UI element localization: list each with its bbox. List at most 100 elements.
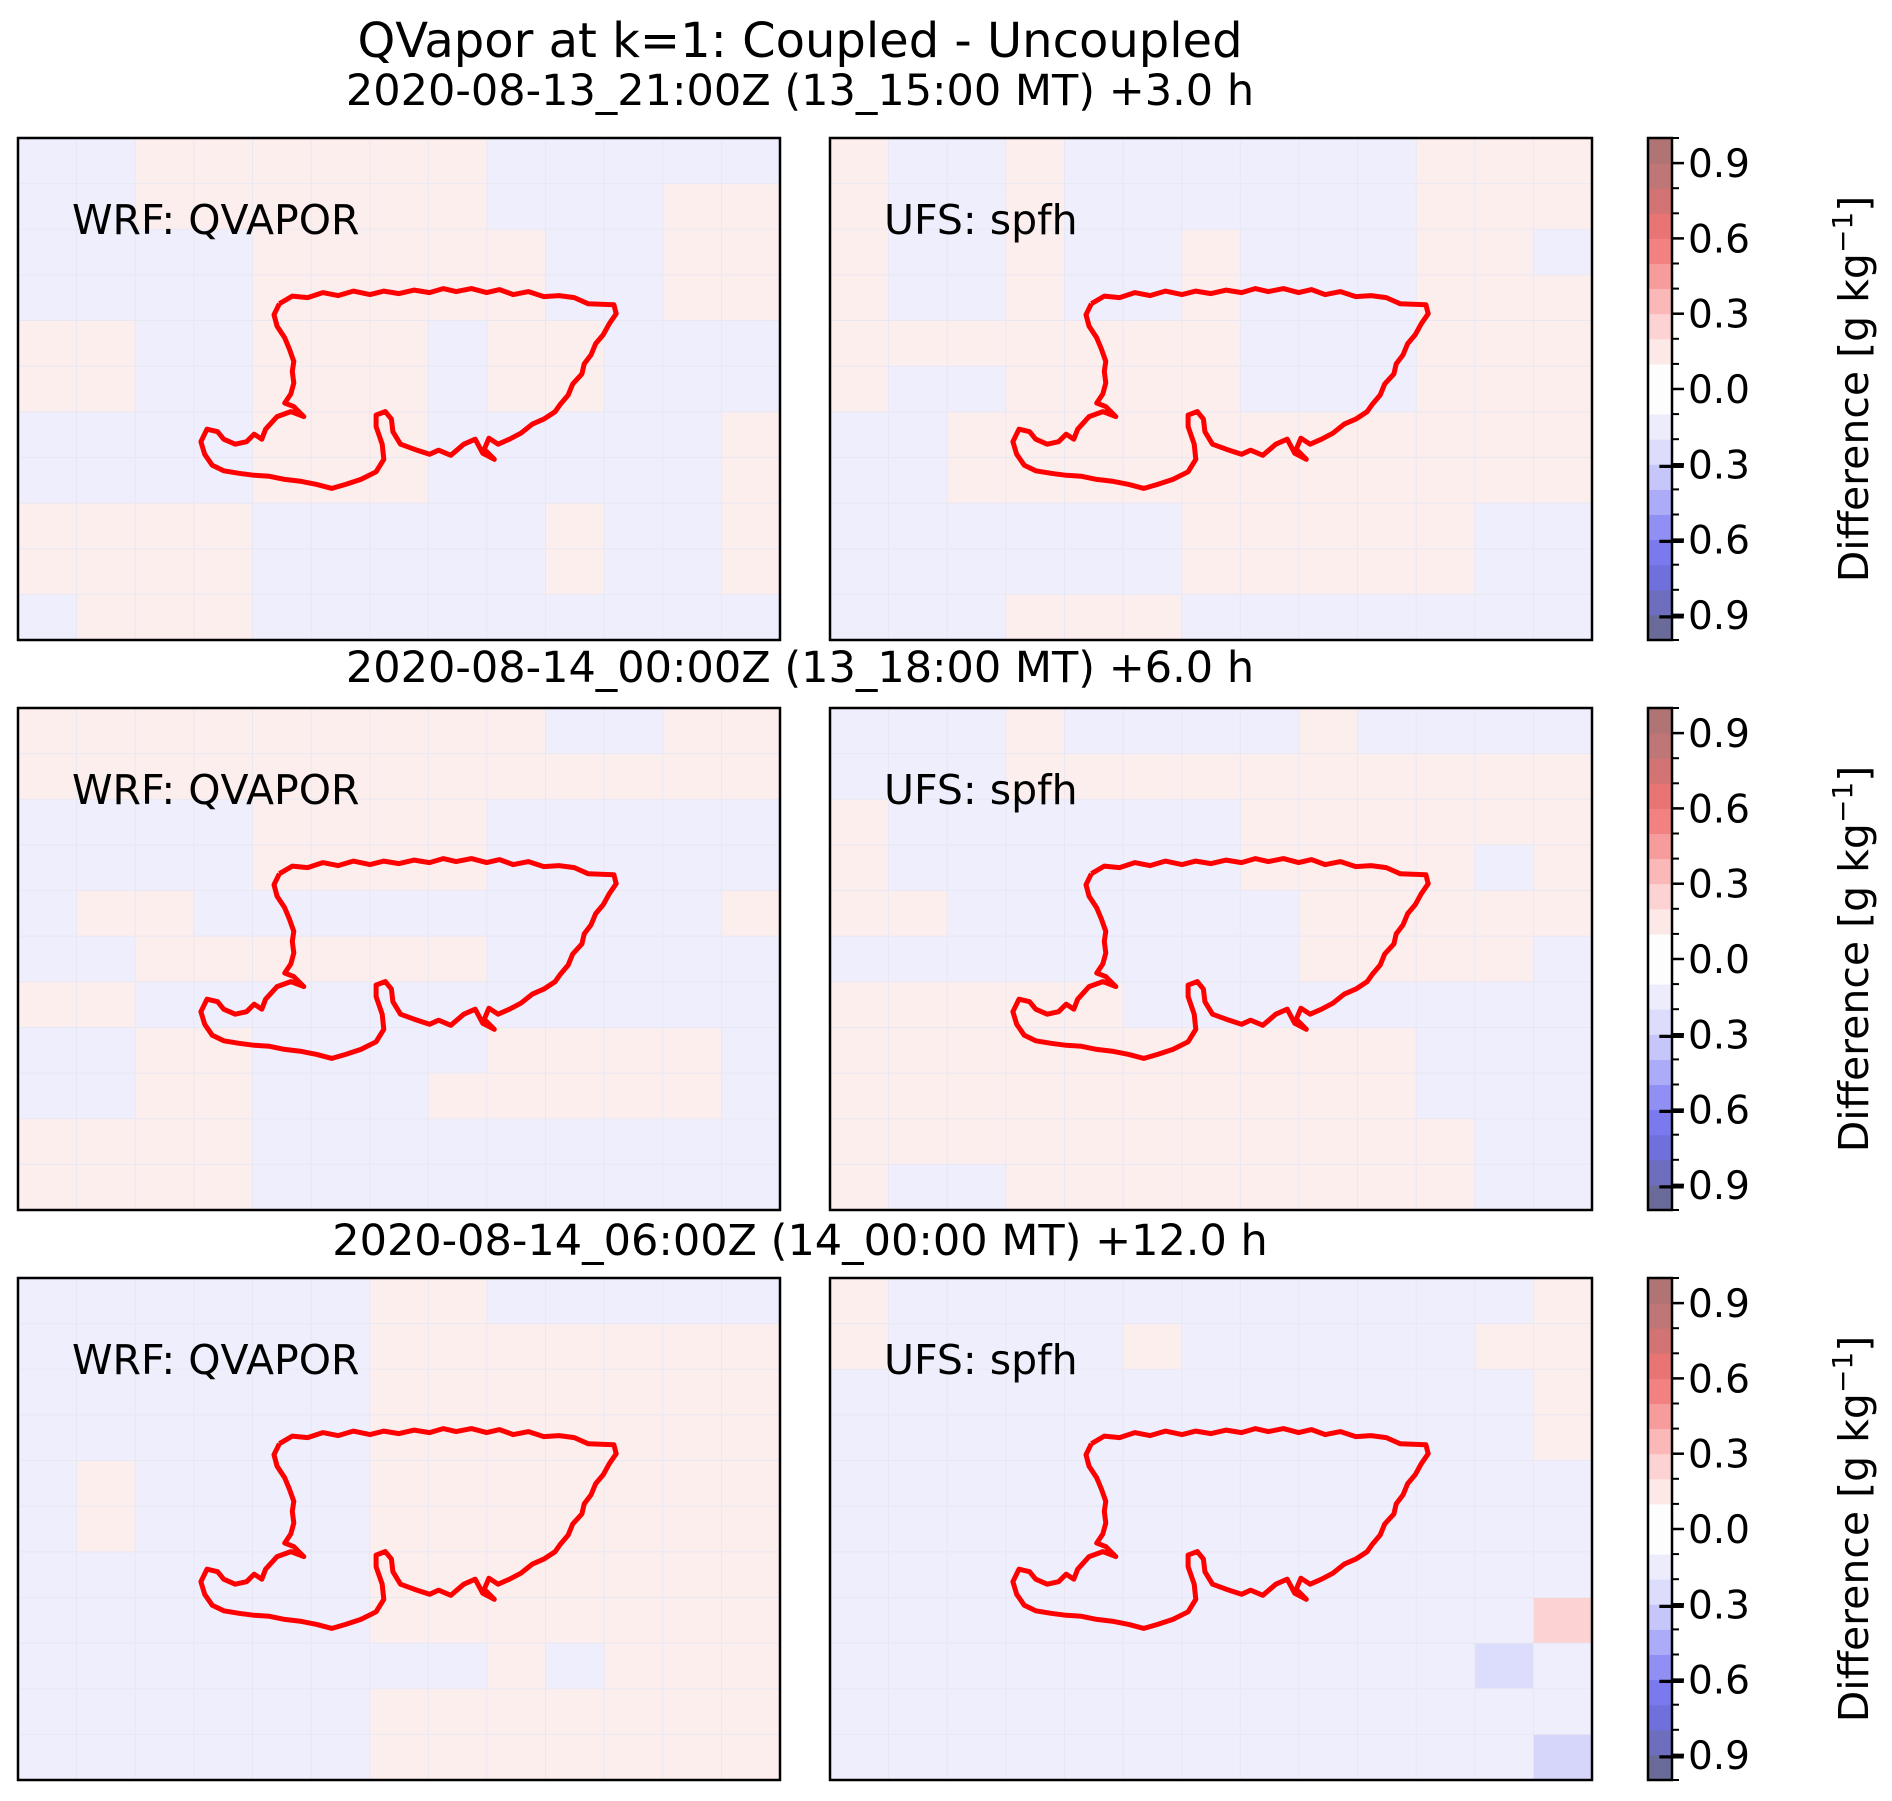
heatmap-cell	[721, 229, 781, 276]
heatmap-cell	[18, 1460, 78, 1507]
heatmap-cell	[1357, 411, 1417, 459]
heatmap-cell	[721, 1073, 781, 1120]
heatmap-cell	[135, 274, 195, 322]
heatmap-cell	[830, 1073, 890, 1120]
heatmap-cell	[252, 183, 312, 230]
heatmap-cell	[428, 890, 488, 937]
heatmap-cell	[1064, 594, 1124, 641]
heatmap-cell	[1357, 1688, 1417, 1735]
colorbar-tick-label: −0.9	[1655, 1164, 1750, 1209]
heatmap-cell	[1474, 411, 1534, 459]
heatmap-cell	[76, 890, 136, 937]
heatmap-cell	[18, 1118, 78, 1165]
colorbar-segment	[1648, 414, 1672, 440]
heatmap-cell	[193, 1278, 254, 1325]
heatmap-cell	[1357, 457, 1417, 504]
heatmap-cell	[135, 1118, 195, 1165]
heatmap-cell	[18, 1164, 78, 1211]
heatmap-cell	[486, 548, 547, 595]
heatmap-cell	[1005, 1369, 1066, 1416]
heatmap-cell	[1005, 1164, 1066, 1211]
heatmap-cell	[1533, 457, 1593, 504]
heatmap-cell	[947, 1323, 1007, 1370]
colorbar-tick-label: 0.9	[1688, 712, 1750, 757]
heatmap-cell	[428, 1164, 488, 1211]
heatmap-cell	[662, 594, 722, 641]
row-1-title: 2020-08-13_21:00Z (13_15:00 MT) +3.0 h	[345, 66, 1255, 116]
heatmap-cell	[486, 1688, 547, 1735]
heatmap-cell	[947, 1073, 1007, 1120]
heatmap-cell	[1123, 594, 1183, 641]
heatmap-cell	[947, 1734, 1007, 1781]
panel-frame	[16, 136, 782, 642]
heatmap-cell	[252, 594, 312, 641]
heatmap-cell	[1181, 1278, 1241, 1325]
heatmap-cell	[662, 183, 722, 230]
heatmap-cell	[721, 936, 781, 983]
heatmap-cell	[1357, 1027, 1417, 1074]
heatmap-cell	[947, 229, 1007, 276]
heatmap-cell	[1416, 548, 1476, 595]
heatmap-cell	[311, 274, 371, 322]
heatmap-cell	[1123, 1323, 1183, 1370]
heatmap-cell	[1123, 753, 1183, 800]
heatmap-cell	[1181, 594, 1241, 641]
heatmap-cell	[830, 1414, 890, 1462]
heatmap-cell	[369, 753, 429, 800]
heatmap-cell	[193, 1597, 254, 1644]
heatmap-cell	[1416, 936, 1476, 983]
heatmap-cell	[369, 890, 429, 937]
heatmap-cell	[662, 844, 722, 892]
heatmap-cell	[888, 1460, 948, 1507]
heatmap-cell	[369, 548, 429, 595]
heatmap-cell	[18, 457, 78, 504]
heatmap-cell	[662, 1414, 722, 1462]
heatmap-cell	[1416, 320, 1476, 367]
heatmap-cell	[428, 548, 488, 595]
heatmap-cell	[369, 229, 429, 276]
heatmap-cell	[18, 1027, 78, 1074]
heatmap-cell	[1533, 1073, 1593, 1120]
heatmap-cell	[545, 457, 605, 504]
heatmap-cell	[662, 1323, 722, 1370]
heatmap-cell	[1416, 183, 1476, 230]
heatmap-cell	[428, 1688, 488, 1735]
heatmap-cell	[1416, 1278, 1476, 1325]
colorbar-segment	[1648, 1328, 1672, 1354]
heatmap-cell	[428, 274, 488, 322]
heatmap-cell	[311, 1414, 371, 1462]
heatmap-cell	[888, 1506, 948, 1553]
heatmap-cell	[662, 981, 722, 1029]
heatmap-cell	[1181, 320, 1241, 367]
heatmap-cell	[1474, 708, 1534, 755]
heatmap-cell	[1123, 548, 1183, 595]
heatmap-cell	[1533, 1688, 1593, 1735]
heatmap-cell	[1533, 1643, 1593, 1690]
heatmap-cell	[18, 1369, 78, 1416]
heatmap-cell	[486, 1460, 547, 1507]
heatmap-cell	[947, 1278, 1007, 1325]
heatmap-cell	[1357, 981, 1417, 1029]
heatmap-cell	[830, 1506, 890, 1553]
heatmap-cell	[545, 753, 605, 800]
heatmap-cell	[1064, 1164, 1124, 1211]
heatmap-cell	[428, 457, 488, 504]
colorbar-segment	[1648, 833, 1672, 860]
heatmap-cell	[135, 229, 195, 276]
colorbar-tick-label: 0.9	[1688, 1282, 1750, 1327]
heatmap-cell	[1240, 1643, 1300, 1690]
heatmap-cell	[1240, 1323, 1300, 1370]
heatmap-cell	[662, 1551, 722, 1599]
heatmap-cell	[545, 936, 605, 983]
heatmap-cell	[369, 1688, 429, 1735]
heatmap-cell	[1533, 1506, 1593, 1553]
heatmap-cell	[1123, 1734, 1183, 1781]
heatmap-cell	[486, 1597, 547, 1644]
panel-label: UFS: spfh	[884, 766, 1078, 814]
heatmap-cell	[1474, 1688, 1534, 1735]
colorbar-segment	[1648, 1604, 1672, 1630]
heatmap-cell	[604, 1164, 664, 1211]
heatmap-cell	[721, 844, 781, 892]
heatmap-cell	[1064, 1460, 1124, 1507]
